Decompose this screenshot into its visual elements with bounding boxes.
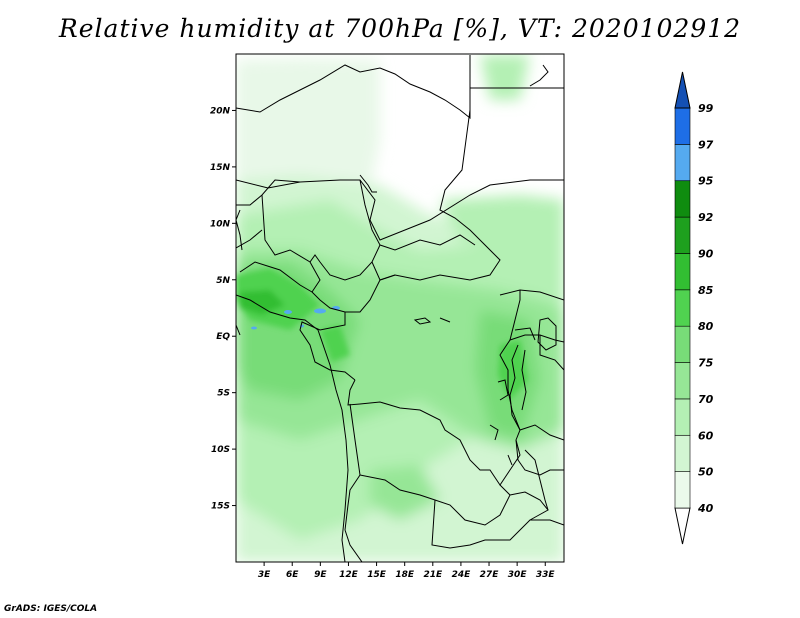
lat-tick-label: EQ <box>216 332 230 342</box>
humidity-field <box>236 54 564 562</box>
chart-title: Relative humidity at 700hPa [%], VT: 202… <box>58 14 742 43</box>
lat-tick-label: 15S <box>211 502 230 512</box>
lon-tick-label: 6E <box>286 570 299 580</box>
colorbar-high-triangle <box>674 71 691 109</box>
lon-tick-label: 18E <box>395 570 415 580</box>
lon-tick-label: 12E <box>339 570 359 580</box>
colorbar-label: 85 <box>698 284 714 297</box>
lon-tick-label: 30E <box>508 570 528 580</box>
colorbar-label: 92 <box>698 211 714 224</box>
country-borders <box>236 55 564 562</box>
lon-tick-label: 9E <box>314 570 327 580</box>
lon-tick-label: 24E <box>452 570 472 580</box>
colorbar: 40 50 60 70 75 80 85 90 92 95 97 99 <box>674 71 714 545</box>
lon-tick-label: 27E <box>480 570 500 580</box>
colorbar-segment <box>674 434 691 472</box>
colorbar-segment <box>674 253 691 291</box>
colorbar-label: 97 <box>698 138 714 151</box>
colorbar-segment <box>674 362 691 400</box>
colorbar-segment <box>674 398 691 436</box>
colorbar-label: 40 <box>697 502 714 515</box>
lon-tick-label: 15E <box>367 570 387 580</box>
colorbar-segment <box>674 180 691 218</box>
colorbar-label: 70 <box>698 393 714 406</box>
colorbar-label: 90 <box>698 247 714 260</box>
colorbar-label: 80 <box>698 320 714 333</box>
colorbar-segment <box>674 216 691 254</box>
colorbar-segment <box>674 144 691 182</box>
colorbar-low-triangle <box>674 507 691 545</box>
lat-tick-label: 5N <box>216 276 230 286</box>
latitude-axis: 20N 15N 10N 5N EQ 5S 10S 15S <box>210 106 236 512</box>
colorbar-label: 95 <box>698 175 714 188</box>
lat-tick-label: 10S <box>211 445 230 455</box>
colorbar-label: 75 <box>698 357 714 370</box>
lon-tick-label: 3E <box>258 570 271 580</box>
colorbar-segment <box>674 289 691 327</box>
lat-tick-label: 15N <box>210 163 231 173</box>
colorbar-label: 60 <box>698 429 714 442</box>
colorbar-label: 50 <box>698 466 714 479</box>
lat-tick-label: 20N <box>210 106 231 116</box>
longitude-axis: 3E 6E 9E 12E 15E 18E 21E 24E 27E 30E 33E <box>258 562 556 580</box>
colorbar-segment <box>674 325 691 363</box>
lon-tick-label: 21E <box>423 570 443 580</box>
lat-tick-label: 5S <box>217 389 230 399</box>
lon-tick-label: 33E <box>536 570 556 580</box>
colorbar-segment <box>674 107 691 145</box>
grads-credit: GrADS: IGES/COLA <box>4 604 98 614</box>
colorbar-segment <box>674 471 691 509</box>
lat-tick-label: 10N <box>210 219 231 229</box>
plot-frame <box>235 53 565 563</box>
colorbar-label: 99 <box>698 102 714 115</box>
